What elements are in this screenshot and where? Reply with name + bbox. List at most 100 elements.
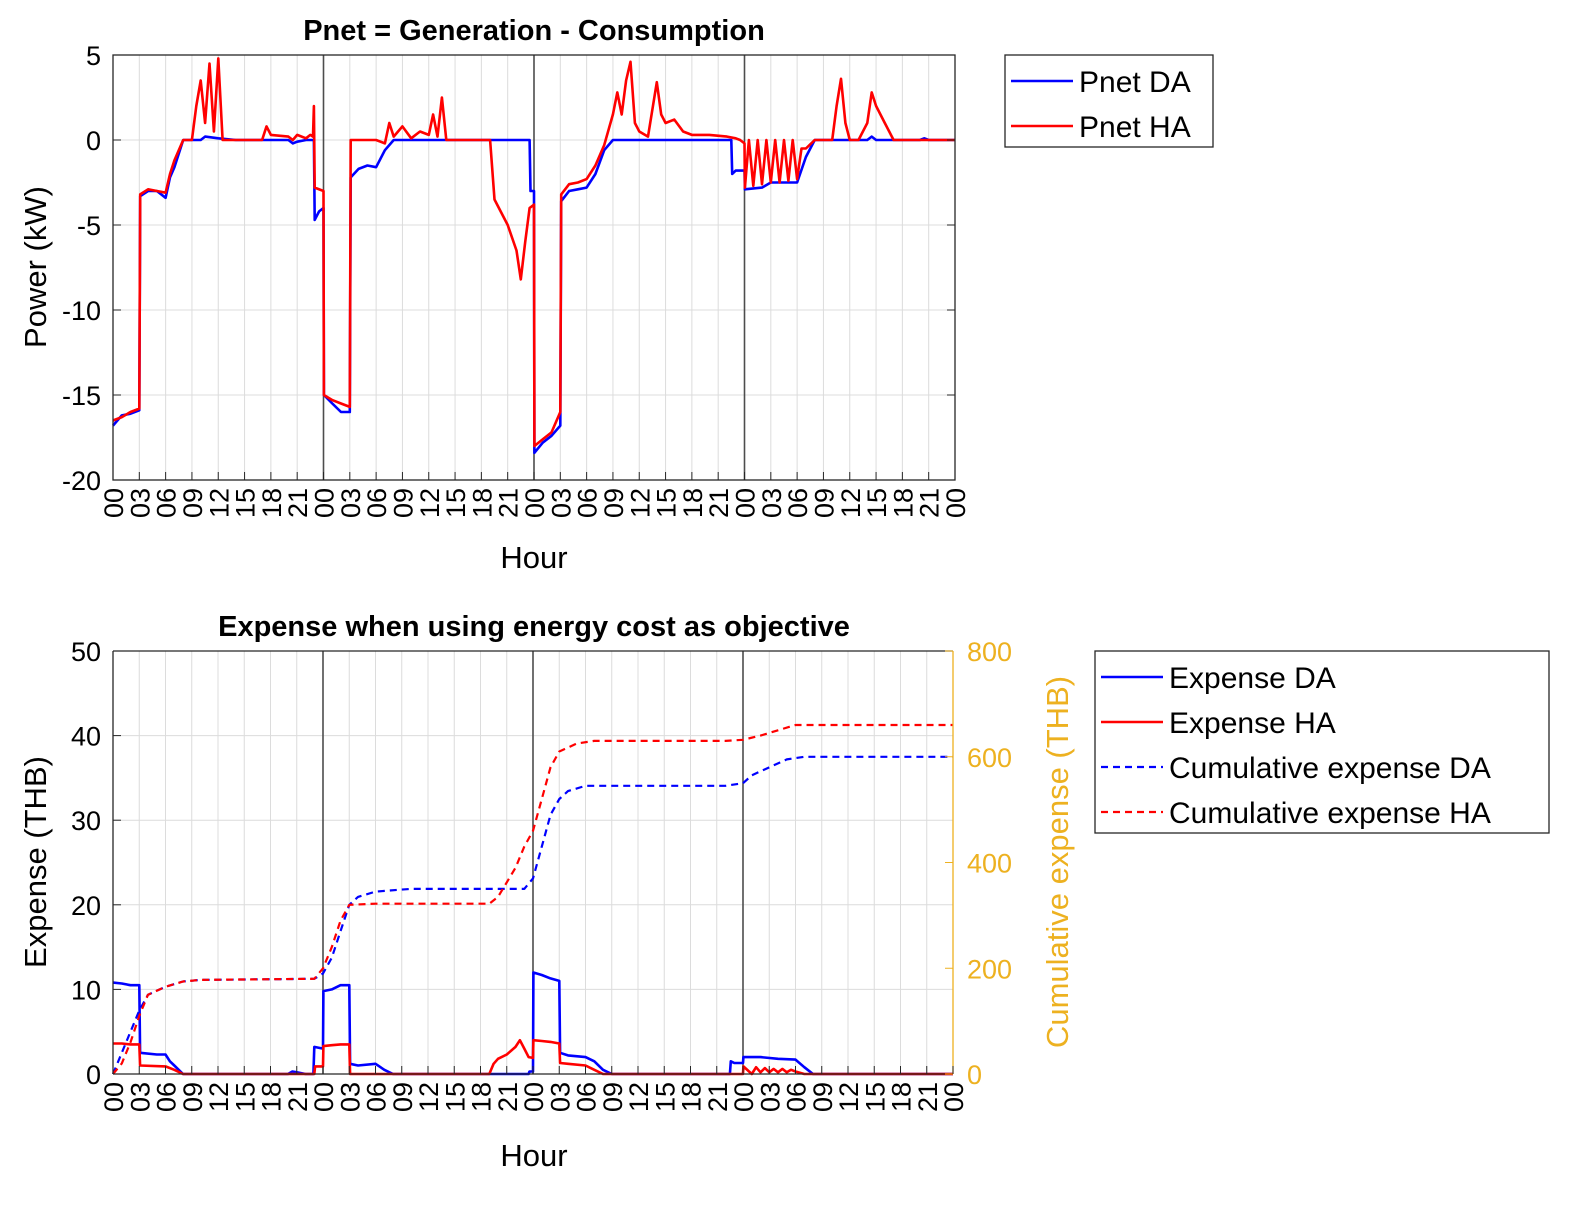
x-tick-label: 18 [467, 488, 497, 518]
x-tick-label: 12 [414, 1082, 444, 1112]
x-axis-label: Hour [500, 1138, 567, 1173]
y-axis-label: Power (kW) [18, 186, 53, 348]
x-tick-label: 03 [125, 1082, 155, 1112]
x-tick-label: 06 [782, 1082, 812, 1112]
x-tick-label: 09 [598, 1082, 628, 1112]
series-line-4 [112, 723, 953, 1075]
y-tick-label: 0 [86, 1060, 101, 1090]
x-tick-label: 00 [939, 1082, 969, 1112]
x-tick-label: 21 [283, 1082, 313, 1112]
x-tick-label: 09 [388, 1082, 418, 1112]
x-tick-label: 18 [677, 1082, 707, 1112]
chart-title: Expense when using energy cost as object… [218, 611, 850, 643]
x-tick-label: 15 [652, 488, 682, 518]
x-tick-label: 15 [862, 488, 892, 518]
x-tick-label: 12 [625, 488, 655, 518]
legend: Pnet DA Pnet HA [1004, 54, 1214, 148]
y2-tick-label: 400 [967, 849, 1012, 879]
x-tick-label: 18 [888, 488, 918, 518]
x-tick-label: 21 [915, 488, 945, 518]
x-tick-label: 00 [99, 488, 129, 518]
x-tick-label: 12 [624, 1082, 654, 1112]
x-tick-label: 15 [231, 488, 261, 518]
x-tick-label: 21 [283, 488, 313, 518]
y2-axis-ticks: 800 600 400 200 0 [945, 637, 1012, 1090]
y2-tick-label: 800 [967, 637, 1012, 667]
x-tick-label: 15 [441, 488, 471, 518]
y-tick-label: 20 [71, 891, 101, 921]
x-tick-label: 15 [230, 1082, 260, 1112]
x-tick-label: 06 [152, 488, 182, 518]
legend-label: Pnet HA [1079, 111, 1191, 144]
x-tick-label: 12 [836, 488, 866, 518]
legend: Expense DA Expense HA Cumulative expense D… [1094, 650, 1550, 834]
x-tick-label: 12 [204, 1082, 234, 1112]
x-tick-label: 00 [731, 488, 761, 518]
x-tick-label: 15 [440, 1082, 470, 1112]
y-tick-label: 5 [86, 41, 101, 71]
x-tick-label: 06 [362, 1082, 392, 1112]
y2-tick-label: 0 [967, 1060, 982, 1090]
legend-label: Cumulative expense HA [1169, 797, 1491, 830]
x-tick-label: 21 [913, 1082, 943, 1112]
x-tick-label: 21 [493, 1082, 523, 1112]
y-tick-label: -5 [77, 211, 101, 241]
x-tick-label: 21 [704, 488, 734, 518]
x-tick-label: 12 [204, 488, 234, 518]
y-axis-ticks: 5 0 -5 -10 -15 -20 [62, 41, 955, 496]
grid [112, 650, 954, 1075]
y-tick-label: 10 [71, 975, 101, 1005]
y2-tick-label: 600 [967, 743, 1012, 773]
legend-box [1094, 650, 1550, 834]
legend-label: Expense DA [1169, 662, 1336, 695]
x-tick-label: 09 [178, 1082, 208, 1112]
x-axis-label: Hour [500, 540, 567, 575]
legend-label: Expense HA [1169, 707, 1336, 740]
y-tick-label: 30 [71, 806, 101, 836]
x-tick-label: 00 [520, 488, 550, 518]
x-tick-label: 12 [415, 488, 445, 518]
y-tick-label: -20 [62, 466, 101, 496]
x-tick-label: 09 [178, 488, 208, 518]
x-tick-label: 03 [125, 488, 155, 518]
y2-tick-label: 200 [967, 954, 1012, 984]
y-axis-ticks: 50 40 30 20 10 0 [71, 637, 121, 1090]
x-tick-label: 21 [703, 1082, 733, 1112]
x-tick-label: 09 [809, 488, 839, 518]
x-tick-label: 03 [755, 1082, 785, 1112]
x-tick-label: 06 [152, 1082, 182, 1112]
y-tick-label: 0 [86, 126, 101, 156]
x-tick-label: 06 [783, 488, 813, 518]
y-tick-label: -10 [62, 296, 101, 326]
x-tick-label: 00 [309, 1082, 339, 1112]
x-tick-label: 00 [519, 1082, 549, 1112]
x-tick-label: 15 [860, 1082, 890, 1112]
y-tick-label: 50 [71, 637, 101, 667]
x-tick-label: 09 [599, 488, 629, 518]
x-tick-label: 18 [678, 488, 708, 518]
x-tick-label: 03 [335, 1082, 365, 1112]
legend-label: Pnet DA [1079, 66, 1191, 99]
y-axis-label: Expense (THB) [18, 756, 53, 968]
x-axis-ticks: 0003060912151821000306091215182100030609… [99, 472, 971, 518]
x-tick-label: 06 [362, 488, 392, 518]
x-tick-label: 12 [834, 1082, 864, 1112]
x-tick-label: 09 [808, 1082, 838, 1112]
x-tick-label: 00 [310, 488, 340, 518]
x-tick-label: 03 [545, 1082, 575, 1112]
y-tick-label: 40 [71, 722, 101, 752]
legend-label: Cumulative expense DA [1169, 752, 1491, 785]
x-tick-label: 06 [572, 1082, 602, 1112]
x-tick-label: 03 [757, 488, 787, 518]
x-axis-ticks: 0003060912151821000306091215182100030609… [99, 1066, 969, 1112]
x-tick-label: 18 [887, 1082, 917, 1112]
x-tick-label: 18 [257, 488, 287, 518]
series-line-1 [112, 135, 955, 455]
x-tick-label: 21 [494, 488, 524, 518]
x-tick-label: 09 [388, 488, 418, 518]
x-tick-label: 18 [257, 1082, 287, 1112]
y2-axis-label: Cumulative expense (THB) [1040, 676, 1075, 1048]
series-group [112, 57, 955, 455]
